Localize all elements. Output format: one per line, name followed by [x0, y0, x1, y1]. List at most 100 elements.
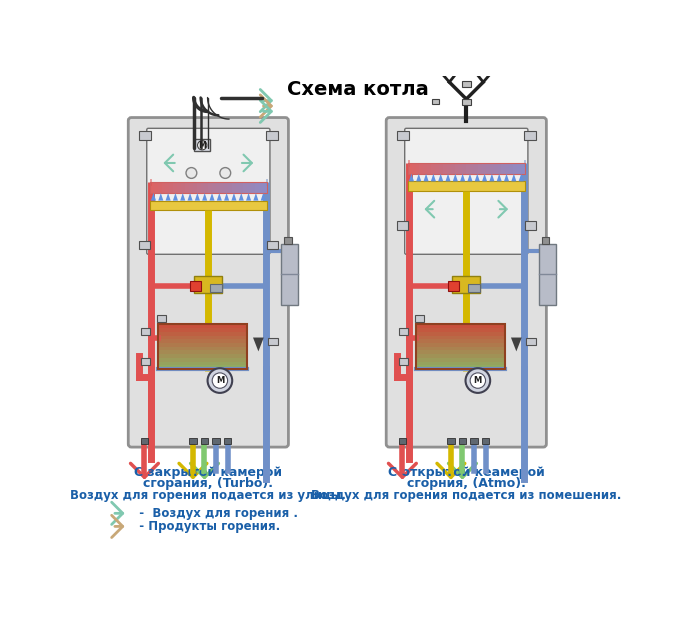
Bar — [408, 163, 412, 173]
Bar — [150, 182, 267, 193]
Bar — [431, 163, 435, 173]
Bar — [459, 438, 466, 444]
Bar — [158, 343, 247, 347]
Bar — [284, 237, 292, 244]
Bar — [224, 438, 232, 444]
Polygon shape — [173, 193, 178, 201]
Bar — [412, 163, 415, 173]
Bar — [140, 438, 148, 444]
Bar — [468, 284, 480, 292]
Bar — [181, 182, 185, 193]
Text: M: M — [198, 141, 206, 150]
Bar — [195, 139, 210, 151]
Bar — [539, 244, 556, 305]
FancyBboxPatch shape — [128, 118, 288, 447]
Bar — [542, 237, 549, 244]
Bar — [416, 324, 505, 329]
Bar — [482, 438, 489, 444]
Polygon shape — [519, 173, 524, 182]
Bar — [247, 182, 251, 193]
Bar — [269, 338, 278, 345]
Bar — [220, 182, 224, 193]
Bar — [461, 99, 471, 105]
Bar — [447, 438, 454, 444]
Polygon shape — [424, 173, 429, 182]
Text: - Продукты горения.: - Продукты горения. — [131, 520, 281, 533]
Bar — [216, 182, 220, 193]
Polygon shape — [482, 173, 487, 182]
Bar — [517, 163, 521, 173]
Bar — [416, 328, 505, 332]
Bar — [408, 182, 525, 191]
Polygon shape — [217, 193, 222, 201]
Bar — [173, 182, 177, 193]
Bar — [416, 365, 505, 370]
Bar — [158, 347, 247, 351]
Circle shape — [207, 368, 232, 393]
Polygon shape — [253, 193, 258, 201]
Text: Воздух для горения подается из помешения.: Воздух для горения подается из помешения… — [311, 489, 621, 503]
Bar — [185, 182, 189, 193]
Bar — [416, 354, 505, 358]
FancyBboxPatch shape — [386, 118, 547, 447]
Bar — [158, 324, 247, 329]
Polygon shape — [431, 173, 436, 182]
Bar — [513, 163, 517, 173]
Text: Воздух для горения подается из улицы.: Воздух для горения подается из улицы. — [70, 489, 346, 503]
Bar — [193, 182, 197, 193]
Bar — [158, 351, 247, 354]
Text: С закрытой камерой: С закрытой камерой — [134, 466, 283, 479]
Text: M: M — [216, 377, 224, 385]
Bar — [466, 163, 470, 173]
Bar — [255, 182, 259, 193]
Bar — [415, 163, 419, 173]
Bar — [158, 182, 161, 193]
Bar — [524, 132, 535, 140]
Bar — [427, 163, 431, 173]
Bar — [419, 163, 424, 173]
Bar — [478, 163, 482, 173]
Bar — [482, 163, 486, 173]
Bar — [140, 358, 150, 365]
Bar — [431, 99, 439, 104]
Bar — [157, 315, 166, 322]
Polygon shape — [165, 193, 171, 201]
Bar — [397, 222, 408, 230]
Circle shape — [466, 368, 490, 393]
Bar — [447, 163, 451, 173]
Circle shape — [198, 141, 207, 150]
Polygon shape — [202, 193, 207, 201]
Bar — [212, 438, 220, 444]
Polygon shape — [460, 173, 465, 182]
Bar — [236, 182, 239, 193]
Bar — [158, 365, 247, 370]
Bar — [416, 351, 505, 354]
Bar — [189, 438, 197, 444]
Bar — [244, 182, 247, 193]
Bar — [210, 284, 222, 292]
Bar — [462, 163, 466, 173]
Bar — [510, 163, 513, 173]
Bar — [150, 182, 154, 193]
Bar — [435, 163, 439, 173]
Polygon shape — [445, 173, 451, 182]
Bar — [161, 182, 165, 193]
Bar — [486, 163, 490, 173]
Bar — [424, 163, 427, 173]
Bar — [501, 163, 505, 173]
Polygon shape — [438, 173, 443, 182]
Bar — [190, 281, 200, 291]
Bar — [526, 338, 535, 345]
Circle shape — [220, 168, 230, 179]
Polygon shape — [209, 193, 214, 201]
Bar — [493, 163, 498, 173]
Bar — [251, 182, 255, 193]
Bar — [416, 343, 505, 347]
Bar — [170, 182, 173, 193]
Bar — [454, 163, 459, 173]
Text: сгорния, (Atmo).: сгорния, (Atmo). — [407, 477, 526, 490]
Circle shape — [470, 373, 486, 388]
Bar — [139, 132, 151, 140]
Circle shape — [212, 373, 228, 388]
Text: С открытой кеамерой: С открытой кеамерой — [388, 466, 544, 479]
